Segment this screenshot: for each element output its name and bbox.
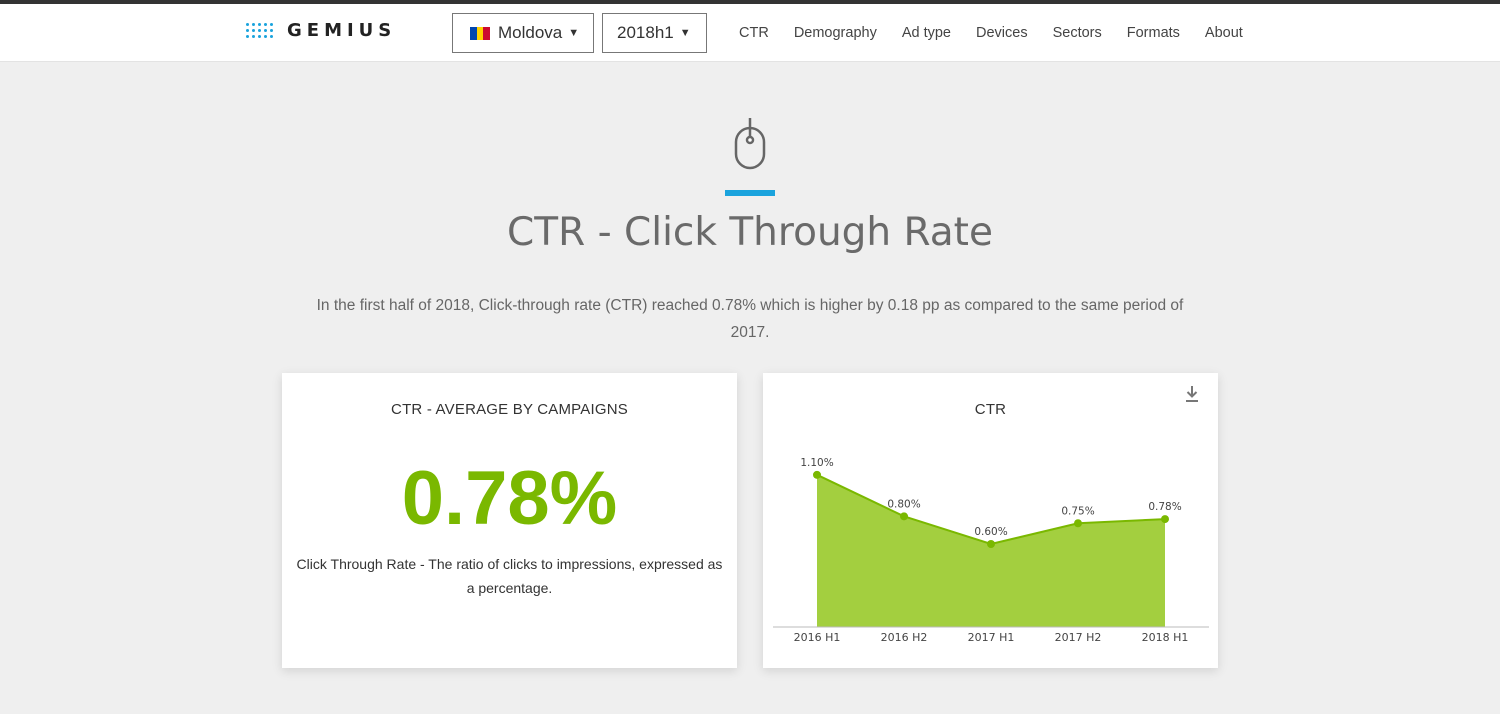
x-tick-label: 2017 H1 — [968, 631, 1015, 644]
nav-about[interactable]: About — [1204, 25, 1243, 41]
caret-down-icon: ▼ — [679, 27, 691, 39]
logo-dots-icon — [246, 23, 273, 38]
download-icon[interactable] — [1184, 385, 1200, 403]
chart-area — [817, 474, 1165, 627]
nav-demography[interactable]: Demography — [793, 25, 877, 41]
top-navbar: GEMIUS Moldova ▼ 2018h1 ▼ CTR Demography… — [0, 4, 1500, 62]
top-border — [0, 0, 1500, 4]
chart-data-label: 1.10% — [800, 457, 833, 469]
ctr-average-value: 0.78% — [401, 456, 618, 541]
nav-ctr[interactable]: CTR — [739, 25, 769, 41]
country-select[interactable]: Moldova ▼ — [452, 13, 594, 53]
chart-data-label: 0.78% — [1148, 501, 1181, 513]
x-tick-label: 2016 H1 — [794, 631, 841, 644]
page-title: CTR - Click Through Rate — [507, 210, 993, 255]
country-select-value: Moldova — [498, 23, 563, 42]
moldova-flag-icon — [470, 26, 491, 40]
caret-down-icon: ▼ — [568, 27, 580, 39]
x-tick-label: 2018 H1 — [1142, 631, 1189, 644]
gemius-logo[interactable]: GEMIUS — [246, 20, 396, 41]
chart-data-label: 0.60% — [974, 526, 1007, 538]
nav-sectors[interactable]: Sectors — [1052, 25, 1102, 41]
chart-title: CTR — [974, 401, 1007, 418]
mouse-icon — [734, 118, 766, 170]
nav-ad-type[interactable]: Ad type — [901, 25, 951, 41]
chart-data-label: 0.75% — [1061, 505, 1094, 517]
nav-formats[interactable]: Formats — [1126, 25, 1180, 41]
period-select-value: 2018h1 — [617, 23, 674, 42]
card-title: CTR - AVERAGE BY CAMPAIGNS — [391, 401, 628, 418]
x-tick-label: 2016 H2 — [881, 631, 928, 644]
chart-point — [1161, 515, 1169, 524]
ctr-definition: Click Through Rate - The ratio of clicks… — [296, 556, 723, 596]
main-nav: CTR Demography Ad type Devices Sectors F… — [739, 4, 1268, 62]
ctr-area-chart: 1.10% 2016 H1 0.80% 2016 H2 0.60% 2017 H1 0.75… — [773, 457, 1209, 644]
ctr-chart-card: CTR 1.10% 2016 H1 0.80% 2016 H2 0.60% 2017 H1… — [763, 373, 1218, 668]
ctr-average-card: CTR - AVERAGE BY CAMPAIGNS 0.78% Click T… — [282, 373, 737, 668]
title-accent-bar — [725, 190, 775, 196]
chart-point — [900, 512, 908, 521]
chart-point — [987, 540, 995, 548]
logo-text: GEMIUS — [287, 20, 397, 41]
chart-point — [1074, 519, 1082, 528]
x-tick-label: 2017 H2 — [1055, 631, 1102, 644]
period-select[interactable]: 2018h1 ▼ — [602, 13, 707, 53]
nav-devices[interactable]: Devices — [976, 25, 1028, 41]
chart-point — [813, 470, 821, 479]
chart-data-label: 0.80% — [887, 498, 920, 510]
intro-text: In the first half of 2018, Click-through… — [316, 297, 1184, 341]
